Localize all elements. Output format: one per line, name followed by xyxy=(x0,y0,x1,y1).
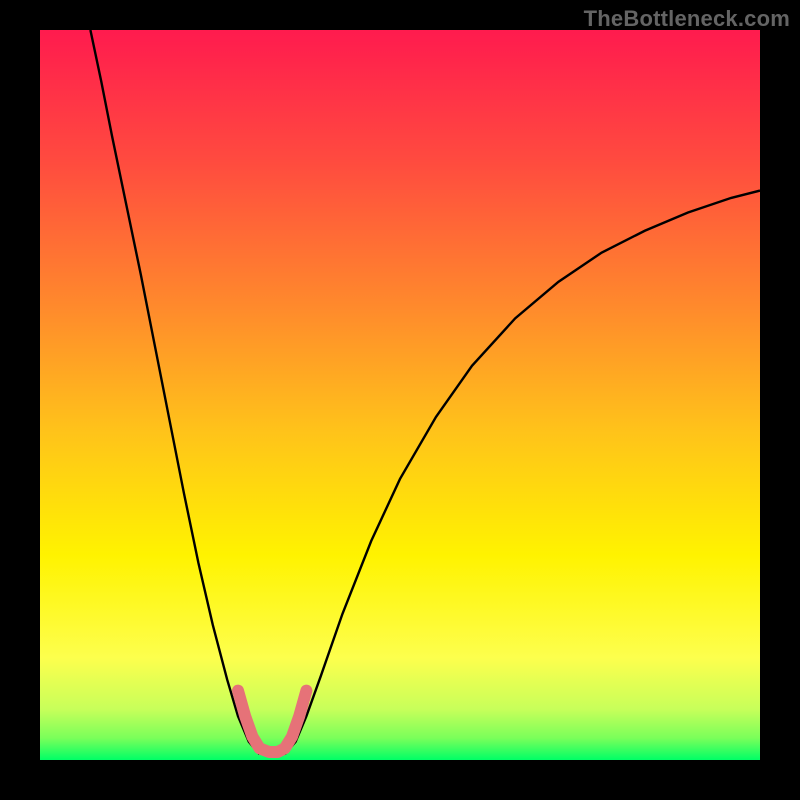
plot-area xyxy=(40,30,760,760)
gradient-background xyxy=(40,30,760,760)
chart-frame: TheBottleneck.com xyxy=(0,0,800,800)
chart-svg xyxy=(40,30,760,760)
watermark-text: TheBottleneck.com xyxy=(584,6,790,32)
